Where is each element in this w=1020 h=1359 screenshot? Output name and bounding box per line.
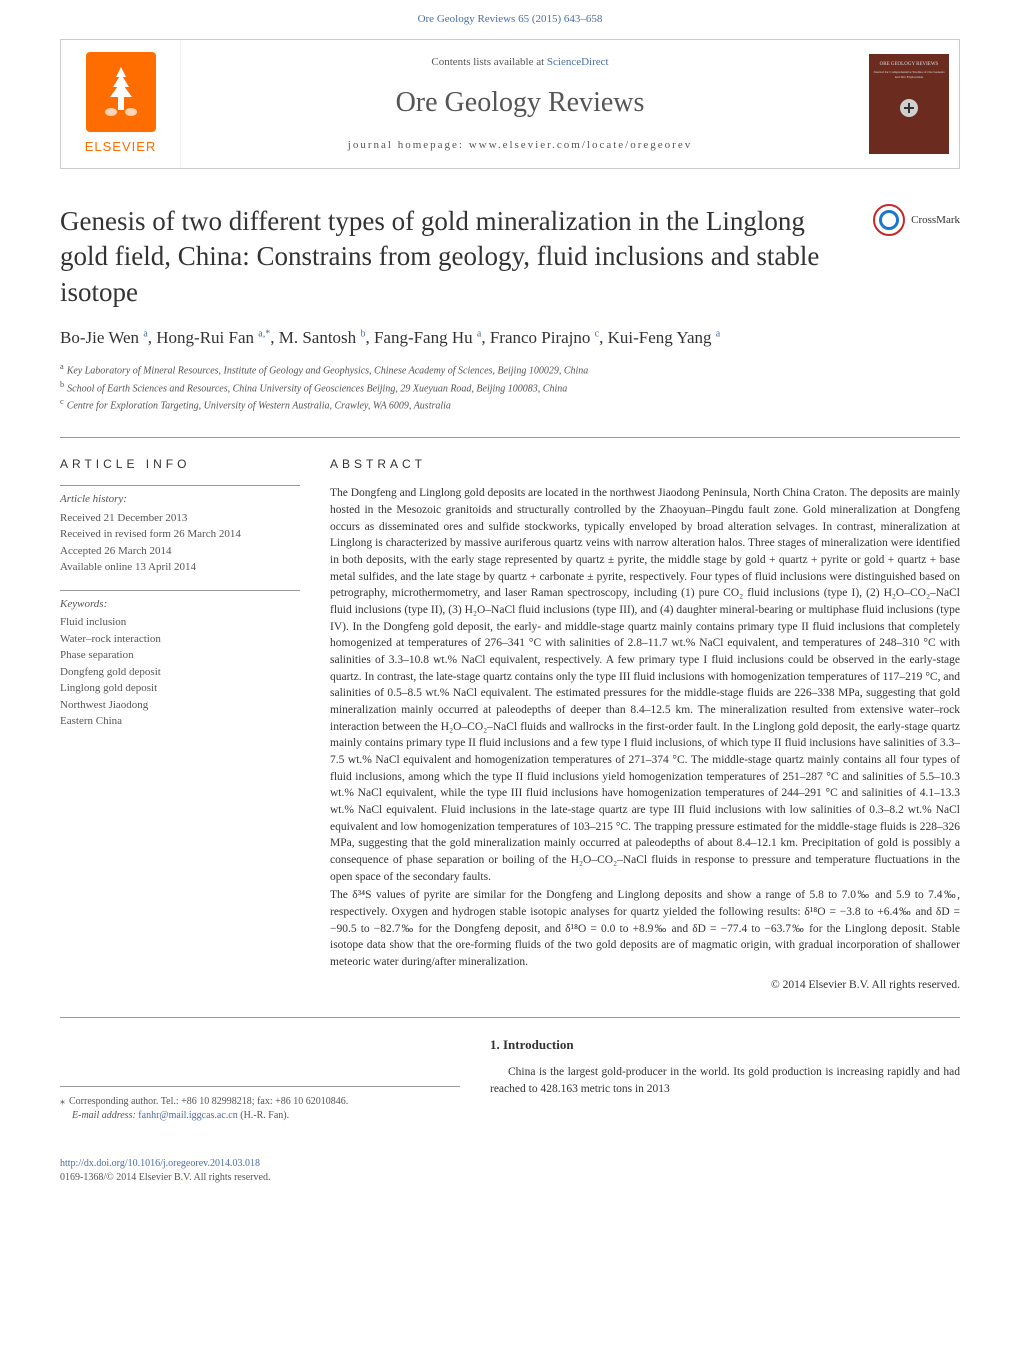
cover-title: ORE GEOLOGY REVIEWS xyxy=(880,62,939,68)
keywords-block: Keywords: Fluid inclusion Water–rock int… xyxy=(60,590,300,730)
sciencedirect-line: Contents lists available at ScienceDirec… xyxy=(431,55,608,70)
article-title: Genesis of two different types of gold m… xyxy=(60,204,873,309)
keyword: Dongfeng gold deposit xyxy=(60,664,300,681)
intro-section: ⁎Corresponding author. Tel.: +86 10 8299… xyxy=(60,1017,960,1123)
intro-right-col: 1. Introduction China is the largest gol… xyxy=(490,1036,960,1123)
keyword: Fluid inclusion xyxy=(60,614,300,631)
history-line: Accepted 26 March 2014 xyxy=(60,543,300,560)
keyword: Linglong gold deposit xyxy=(60,680,300,697)
doi-link[interactable]: http://dx.doi.org/10.1016/j.oregeorev.20… xyxy=(60,1158,260,1169)
abstract-copyright: © 2014 Elsevier B.V. All rights reserved… xyxy=(330,977,960,993)
corresponding-email[interactable]: fanhr@mail.iggcas.ac.cn xyxy=(138,1110,237,1121)
title-row: Genesis of two different types of gold m… xyxy=(60,204,960,309)
article-info: ARTICLE INFO Article history: Received 2… xyxy=(60,456,300,992)
cover-hammer-icon xyxy=(900,99,918,117)
elsevier-text: ELSEVIER xyxy=(85,138,157,156)
crossmark-badge[interactable]: CrossMark xyxy=(873,204,960,236)
elsevier-tree-icon xyxy=(86,52,156,132)
authors: Bo-Jie Wen a, Hong-Rui Fan a,*, M. Santo… xyxy=(60,326,960,350)
affiliation-b: bSchool of Earth Sciences and Resources,… xyxy=(60,379,960,396)
affiliation-a: aKey Laboratory of Mineral Resources, In… xyxy=(60,361,960,378)
history-line: Received in revised form 26 March 2014 xyxy=(60,526,300,543)
history-line: Received 21 December 2013 xyxy=(60,510,300,527)
cover-subtitle: Journal for Comprehensive Studies of Ore… xyxy=(873,70,945,78)
journal-header: ELSEVIER Contents lists available at Sci… xyxy=(60,39,960,169)
cover-image: ORE GEOLOGY REVIEWS Journal for Comprehe… xyxy=(869,54,949,154)
keyword: Northwest Jiaodong xyxy=(60,697,300,714)
corresponding-author: ⁎Corresponding author. Tel.: +86 10 8299… xyxy=(60,1086,460,1123)
crossmark-label: CrossMark xyxy=(911,213,960,228)
issn-copyright: 0169-1368/© 2014 Elsevier B.V. All right… xyxy=(60,1172,270,1183)
affiliations: aKey Laboratory of Mineral Resources, In… xyxy=(60,361,960,413)
article-info-heading: ARTICLE INFO xyxy=(60,456,300,473)
sciencedirect-link[interactable]: ScienceDirect xyxy=(547,56,609,68)
history-label: Article history: xyxy=(60,492,300,507)
journal-name: Ore Geology Reviews xyxy=(396,83,645,122)
elsevier-logo[interactable]: ELSEVIER xyxy=(61,40,181,168)
intro-left-col: ⁎Corresponding author. Tel.: +86 10 8299… xyxy=(60,1036,460,1123)
abstract-paragraph: The δ³⁴S values of pyrite are similar fo… xyxy=(330,887,960,970)
journal-cover[interactable]: ORE GEOLOGY REVIEWS Journal for Comprehe… xyxy=(859,40,959,168)
info-abstract-row: ARTICLE INFO Article history: Received 2… xyxy=(60,437,960,992)
keywords-label: Keywords: xyxy=(60,597,300,612)
article-main: Genesis of two different types of gold m… xyxy=(0,169,1020,1142)
intro-paragraph: China is the largest gold-producer in th… xyxy=(490,1064,960,1097)
abstract-column: ABSTRACT The Dongfeng and Linglong gold … xyxy=(330,456,960,992)
abstract-heading: ABSTRACT xyxy=(330,456,960,473)
article-history-block: Article history: Received 21 December 20… xyxy=(60,485,300,575)
star-icon: ⁎ xyxy=(60,1096,65,1107)
journal-homepage[interactable]: journal homepage: www.elsevier.com/locat… xyxy=(348,138,692,153)
affiliation-c: cCentre for Exploration Targeting, Unive… xyxy=(60,396,960,413)
doi-footer: http://dx.doi.org/10.1016/j.oregeorev.20… xyxy=(0,1143,1020,1215)
keyword: Phase separation xyxy=(60,647,300,664)
crossmark-icon xyxy=(873,204,905,236)
header-center: Contents lists available at ScienceDirec… xyxy=(181,40,859,168)
abstract-paragraph: The Dongfeng and Linglong gold deposits … xyxy=(330,485,960,885)
article-citation[interactable]: Ore Geology Reviews 65 (2015) 643–658 xyxy=(0,0,1020,39)
keyword: Water–rock interaction xyxy=(60,631,300,648)
keyword: Eastern China xyxy=(60,713,300,730)
section-heading: 1. Introduction xyxy=(490,1036,960,1054)
history-line: Available online 13 April 2014 xyxy=(60,559,300,576)
